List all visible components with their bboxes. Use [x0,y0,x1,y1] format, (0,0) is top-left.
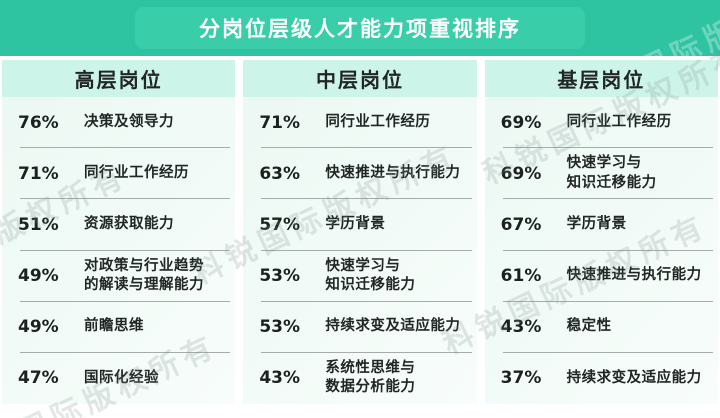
ability-label: 快速学习与 知识迁移能力 [325,257,416,294]
table-row: 37% 持续求变及适应能力 [485,353,718,404]
ability-label: 持续求变及适应能力 [566,369,702,386]
ability-label: 系统性思维与 数据分析能力 [325,359,416,396]
percent-value: 69% [500,163,542,184]
ability-label: 学历背景 [325,216,386,233]
percent-value: 49% [18,266,59,287]
table-row: 53% 持续求变及适应能力 [243,302,476,354]
column-header-junior: 基层岗位 [484,60,718,97]
title-banner: 科锐国际版权所有 分岗位层级人才能力项重视排序 [0,0,720,120]
ability-label: 同行业工作经历 [566,113,672,130]
ability-label: 快速推进与执行能力 [325,164,461,181]
ability-label: 快速推进与执行能力 [566,267,702,284]
percent-value: 43% [500,317,542,338]
percent-value: 53% [259,266,301,287]
table-row: 71% 同行业工作经历 [243,97,476,149]
table-row: 63% 快速推进与执行能力 [243,148,476,200]
table-row: 67% 学历背景 [485,199,718,251]
table-row: 43% 稳定性 [485,302,718,354]
ability-label: 同行业工作经历 [84,164,189,181]
column-senior: 76% 决策及领导力 71% 同行业工作经历 51% 资源获取能力 49% 对政… [2,97,236,404]
ranking-columns: 76% 决策及领导力 71% 同行业工作经历 51% 资源获取能力 49% 对政… [2,97,718,404]
ability-label: 前瞻思维 [84,318,144,335]
table-row: 47% 国际化经验 [2,353,235,404]
ability-label: 稳定性 [566,318,612,335]
table-row: 69% 快速学习与 知识迁移能力 [485,148,718,200]
table-row: 49% 对政策与行业趋势 的解读与理解能力 [2,251,235,302]
column-header-middle: 中层岗位 [243,60,477,97]
percent-value: 71% [259,112,301,133]
column-header-senior: 高层岗位 [2,60,236,97]
ability-label: 学历背景 [566,216,627,233]
table-row: 61% 快速推进与执行能力 [485,251,718,302]
ability-label: 国际化经验 [84,369,159,386]
column-headers: 高层岗位 中层岗位 基层岗位 [2,60,718,97]
column-middle: 71% 同行业工作经历 63% 快速推进与执行能力 57% 学历背景 53% 快… [243,97,477,404]
percent-value: 57% [259,214,301,235]
percent-value: 47% [18,368,59,389]
ability-label: 快速学习与 知识迁移能力 [566,155,657,191]
table-row: 71% 同行业工作经历 [2,148,235,200]
ability-label: 对政策与行业趋势 的解读与理解能力 [84,257,204,294]
percent-value: 69% [500,112,542,133]
percent-value: 51% [18,214,59,235]
table-row: 76% 决策及领导力 [2,97,235,149]
title-pill: 分岗位层级人才能力项重视排序 [135,7,585,49]
column-junior: 69% 同行业工作经历 69% 快速学习与 知识迁移能力 67% 学历背景 61… [484,97,718,404]
table-row: 51% 资源获取能力 [2,199,235,251]
table-row: 69% 同行业工作经历 [485,97,718,149]
ability-label: 资源获取能力 [84,216,174,233]
percent-value: 76% [18,112,59,133]
percent-value: 63% [259,163,301,184]
table-row: 57% 学历背景 [243,199,476,251]
page-title: 分岗位层级人才能力项重视排序 [199,17,521,41]
ability-label: 持续求变及适应能力 [325,318,461,335]
table-row: 49% 前瞻思维 [2,302,235,354]
ability-label: 同行业工作经历 [325,113,431,130]
percent-value: 53% [259,317,301,338]
percent-value: 37% [500,368,542,389]
percent-value: 61% [500,266,542,287]
percent-value: 67% [500,214,542,235]
table-row: 53% 快速学习与 知识迁移能力 [243,251,476,302]
percent-value: 49% [18,317,59,338]
percent-value: 43% [259,368,301,389]
percent-value: 71% [18,163,59,184]
ability-label: 决策及领导力 [84,113,174,130]
table-row: 43% 系统性思维与 数据分析能力 [243,353,476,404]
